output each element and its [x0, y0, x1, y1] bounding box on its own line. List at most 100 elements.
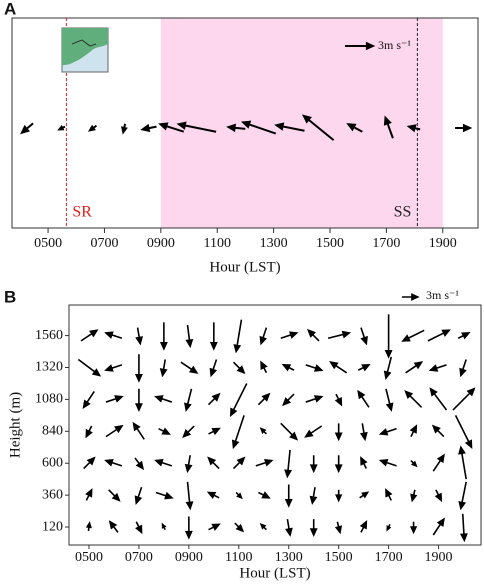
x-axis-label: Hour (LST) [239, 565, 310, 581]
wind-vector [305, 395, 324, 403]
wind-vector [346, 123, 363, 133]
wind-vector [384, 314, 393, 359]
x-tick-label: 1700 [372, 236, 400, 251]
wind-vector [409, 521, 418, 535]
wind-vector [452, 387, 476, 411]
plot-frame [11, 17, 479, 229]
x-tick-label: 0500 [34, 236, 62, 251]
shaded-period [160, 18, 443, 228]
wind-vector [135, 521, 143, 535]
wind-vector [357, 389, 370, 408]
wind-vector [134, 354, 143, 383]
wind-vector [258, 491, 271, 499]
x-tick-label: 0500 [75, 550, 103, 565]
wind-vector [360, 456, 368, 469]
x-tick-label: 1100 [225, 550, 252, 565]
wind-vector [108, 520, 119, 533]
x-tick-label: 1100 [203, 236, 230, 251]
wind-vector [309, 519, 318, 537]
ref-label: 3m s⁻¹ [426, 288, 459, 302]
wind-vector [154, 458, 173, 467]
wind-vector [432, 453, 445, 472]
wind-vector [359, 491, 370, 499]
wind-vector [121, 123, 128, 135]
wind-vector [281, 363, 295, 372]
wind-vector [140, 123, 157, 133]
wind-vector [309, 455, 318, 474]
wind-vector [455, 123, 473, 133]
wind-vector [378, 458, 397, 467]
wind-vector [304, 425, 323, 438]
wind-vector [82, 391, 95, 409]
wind-vector [284, 449, 293, 479]
wind-vector [359, 423, 368, 442]
wind-vector [305, 364, 324, 372]
wind-vector [410, 460, 418, 468]
wind-vector [134, 486, 143, 505]
wind-vector [85, 488, 93, 501]
wind-vector [132, 421, 145, 440]
wind-vector [459, 359, 467, 378]
wind-vector [108, 489, 121, 502]
x-tick-label: 0700 [90, 236, 118, 251]
y-tick-label: 360 [42, 487, 63, 502]
x-tick-label: 0700 [125, 550, 153, 565]
wind-vector [309, 487, 318, 506]
y-tick-label: 1560 [35, 328, 63, 343]
wind-vector [431, 424, 445, 438]
wind-vector [459, 513, 468, 543]
wind-vector [434, 489, 443, 503]
wind-vector [206, 491, 220, 499]
wind-vector [454, 415, 473, 449]
ref-arrow [345, 41, 376, 51]
wind-vector [406, 124, 421, 133]
wind-vector [77, 358, 102, 377]
x-tick-label: 1300 [275, 550, 303, 565]
inset-land [62, 28, 108, 66]
wind-vector [329, 361, 348, 374]
wind-vector [134, 457, 145, 471]
wind-vector [87, 124, 98, 132]
y-tick-label: 600 [42, 455, 63, 470]
wind-vector [134, 388, 143, 412]
wind-vector [159, 322, 168, 351]
wind-vector [155, 491, 174, 500]
wind-vector [158, 122, 185, 133]
wind-vector [232, 361, 246, 375]
wind-vector [207, 392, 221, 406]
wind-vector [208, 427, 221, 436]
wind-vector [229, 383, 248, 418]
wind-vector [280, 422, 299, 441]
ref-label: 3m s⁻¹ [378, 38, 411, 52]
wind-vector [428, 364, 447, 372]
ref-arrow [402, 293, 420, 301]
wind-vector [185, 324, 194, 349]
wind-vector [259, 427, 267, 435]
plot-frame [68, 304, 482, 546]
wind-vector [182, 425, 195, 438]
wind-vector [409, 424, 418, 437]
wind-vector [284, 484, 293, 508]
y-tick-label: 120 [42, 519, 63, 534]
wind-vector [105, 395, 124, 403]
x-tick-label: 1900 [429, 236, 457, 251]
wind-vector [57, 124, 66, 131]
wind-vector [282, 393, 295, 407]
wind-vector [80, 329, 99, 342]
wind-vector [285, 518, 293, 537]
event-label: SR [72, 204, 92, 221]
wind-vector [235, 491, 243, 500]
wind-vector [335, 489, 343, 503]
y-axis-label: Height (m) [7, 392, 23, 458]
wind-vector [405, 361, 424, 374]
wind-vector [307, 328, 320, 342]
wind-vector [180, 361, 199, 374]
wind-vector [154, 395, 173, 403]
x-tick-label: 0900 [175, 550, 203, 565]
wind-vector [240, 120, 277, 135]
wind-vector [301, 114, 335, 141]
wind-vector [410, 489, 418, 503]
wind-vector [161, 522, 167, 531]
wind-vector [104, 364, 123, 372]
